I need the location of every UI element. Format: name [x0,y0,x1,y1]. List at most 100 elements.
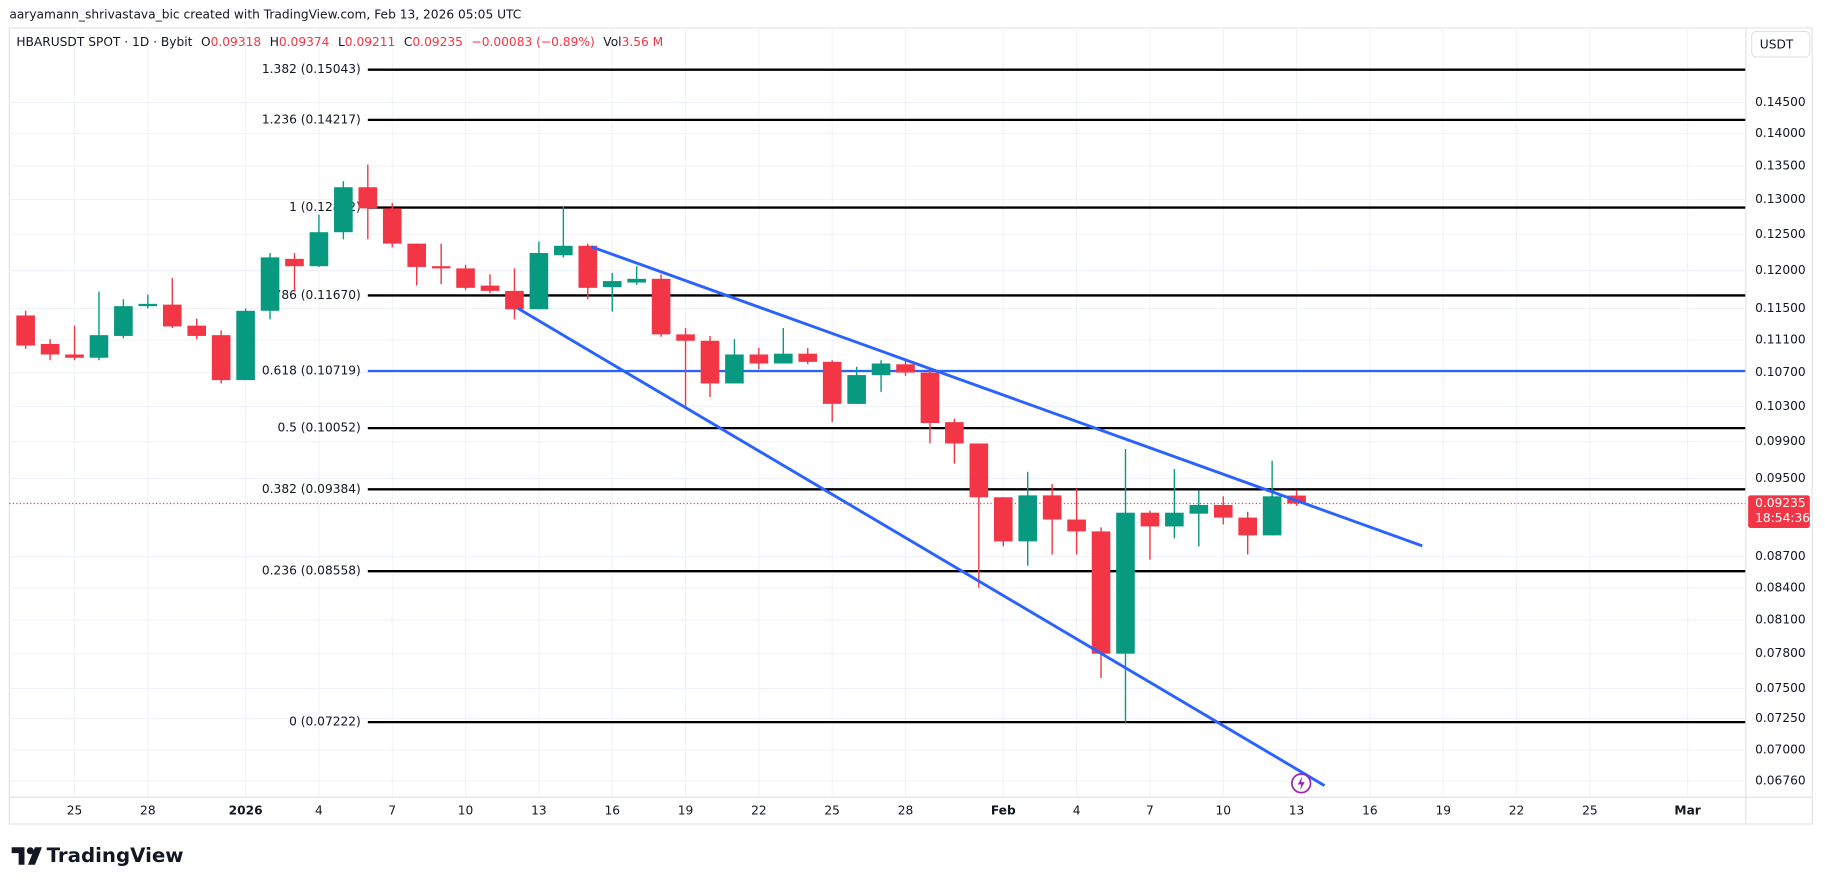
fib-label: 1.236 (0.14217) [262,112,361,126]
x-tick-label: 2026 [229,804,263,818]
logo-dot [26,847,34,855]
x-tick-label: 25 [67,804,83,818]
candle-body [798,353,818,362]
candle-body [1140,512,1160,527]
candle-body [651,278,671,335]
candle-body [114,306,133,336]
x-tick-label: 4 [1073,804,1081,818]
high-value: 0.09374 [279,34,330,48]
close-value: 0.09235 [412,34,463,48]
symbol-legend: HBARUSDT SPOT · 1D · Bybit O0.09318 H0.0… [16,34,663,48]
logo-mark [11,847,42,865]
candle-body [700,340,720,384]
brand-logo: TradingView [11,844,184,867]
candle-body [774,353,793,364]
candle-body [1091,531,1111,654]
candle-body [529,253,549,310]
candle-body [285,258,304,267]
credit: aaryamann_shrivastava_bic created with T… [9,8,521,22]
candle-body [554,245,573,256]
candle-body [89,335,109,358]
candle-body [40,343,60,355]
candle-body [431,266,451,269]
candle-body [749,354,769,364]
y-tick-label: 0.06760 [1755,773,1806,787]
y-tick-label: 0.07500 [1755,681,1806,695]
candle-body [847,375,866,404]
x-tick-label: Mar [1674,804,1700,818]
candle-body [211,335,231,381]
x-tick-label: 10 [1215,804,1231,818]
last-price-box [1748,495,1810,528]
x-tick-label: 25 [824,804,840,818]
x-tick-label: 28 [898,804,914,818]
currency-button[interactable] [1751,30,1811,58]
candle-body [945,422,964,444]
brand: TradingView [47,844,184,867]
volume: 3.56 M [622,34,664,48]
candle-body [382,208,402,244]
close-label: C [404,34,413,48]
y-tick-label: 0.07800 [1755,646,1806,660]
candle-body [260,257,280,311]
candle-body [138,303,158,307]
low-label: L [338,34,345,48]
candle-body [1067,519,1086,532]
candle-body [602,281,622,288]
candle-body [162,304,182,327]
open-label: O [201,34,211,48]
low-value: 0.09211 [345,34,396,48]
candle-body [578,245,598,288]
y-tick-label: 0.10700 [1755,365,1806,379]
candle-body [676,334,695,341]
grid [9,27,1746,798]
candle-body [480,285,500,291]
x-tick-label: Feb [991,804,1016,818]
change: −0.00083 (−0.89%) [471,34,594,48]
chart-frame [8,27,1813,825]
event-bolt [1297,776,1305,791]
trendline-lower [517,307,1326,787]
candle-body [456,268,475,288]
x-tick-label: 16 [1362,804,1378,818]
candle-body [1165,512,1184,527]
y-tick-label: 0.08700 [1755,549,1806,563]
candle-body [993,497,1013,542]
candle-body [896,364,915,373]
candle-body [1238,517,1258,536]
y-tick-label: 0.12500 [1755,227,1806,241]
y-tick-label: 0.09900 [1755,434,1806,448]
x-tick-label: 4 [315,804,323,818]
volume-label: Vol [603,34,621,48]
y-tick-label: 0.07250 [1755,711,1806,725]
x-tick-label: 16 [604,804,620,818]
countdown: 18:54:36 [1755,511,1810,525]
candle-body [236,310,255,381]
x-tick-label: 10 [458,804,474,818]
candle-body [358,187,378,209]
candle-body [822,361,842,404]
x-tick-label: 13 [531,804,547,818]
fib-label: 0.786 (0.11670) [262,288,361,302]
trendline-upper [590,245,1423,548]
currency[interactable]: USDT [1760,37,1794,51]
y-tick-label: 0.10300 [1755,399,1806,413]
symbol: HBARUSDT SPOT · 1D · Bybit [16,34,192,48]
candle-body [16,315,35,346]
y-tick-label: 0.09500 [1755,471,1806,485]
x-tick-label: 22 [1509,804,1525,818]
fib-label: 0.236 (0.08558) [262,564,361,578]
candle-body [309,232,329,267]
x-tick-label: 28 [140,804,156,818]
candle-body [969,443,989,498]
open-value: 0.09318 [211,34,262,48]
y-tick-label: 0.11500 [1755,301,1806,315]
candle-body [1189,504,1209,514]
x-tick-label: 19 [678,804,694,818]
x-tick-label: 7 [388,804,396,818]
candle-body [1116,512,1135,654]
fib-label: 0.382 (0.09384) [262,482,361,496]
candle-body [65,354,84,358]
